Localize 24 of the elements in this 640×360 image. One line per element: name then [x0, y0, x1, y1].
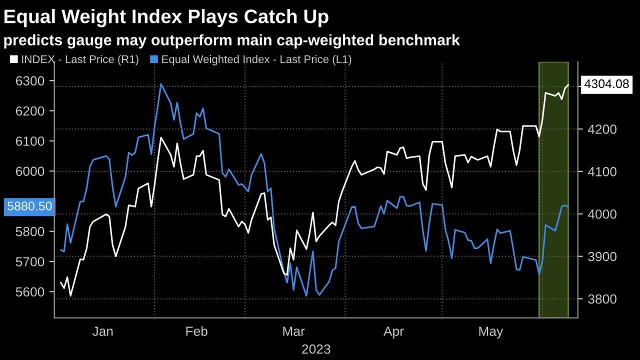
- y2-tick-label: 4000: [588, 209, 616, 219]
- y2-tick-label: 3800: [588, 294, 616, 304]
- chart-title: Equal Weight Index Plays Catch Up: [4, 9, 328, 28]
- y-tick-label: 6300: [16, 76, 44, 86]
- chart-subtitle: predicts gauge may outperform main cap-weighted benchmark: [4, 34, 460, 49]
- y-tick-label: 6100: [16, 136, 44, 146]
- x-tick-label: Jan: [92, 326, 113, 336]
- y-tick-label: 5800: [16, 226, 44, 236]
- y-tick-label: 5600: [16, 287, 44, 297]
- x-tick-label: May: [479, 326, 504, 339]
- y-tick-label: 6200: [16, 106, 44, 116]
- text: 4304.08: [584, 79, 629, 88]
- text: 5880.50: [8, 202, 52, 210]
- y-tick-label: 6000: [16, 166, 44, 176]
- y2-tick-label: 4200: [588, 124, 616, 134]
- x-tick-label: Mar: [283, 326, 305, 336]
- x-axis-title: 2023: [302, 344, 330, 354]
- y2-tick-label: 4100: [588, 167, 616, 176]
- legend-label: INDEX - Last Price (R1): [22, 55, 138, 66]
- y-tick-label: 5700: [16, 257, 44, 266]
- y2-tick-label: 3900: [588, 252, 616, 262]
- x-tick-label: Apr: [383, 326, 404, 339]
- legend-label: Equal Weighted Index - Last Price (L1): [162, 55, 352, 66]
- x-tick-label: Feb: [186, 326, 208, 336]
